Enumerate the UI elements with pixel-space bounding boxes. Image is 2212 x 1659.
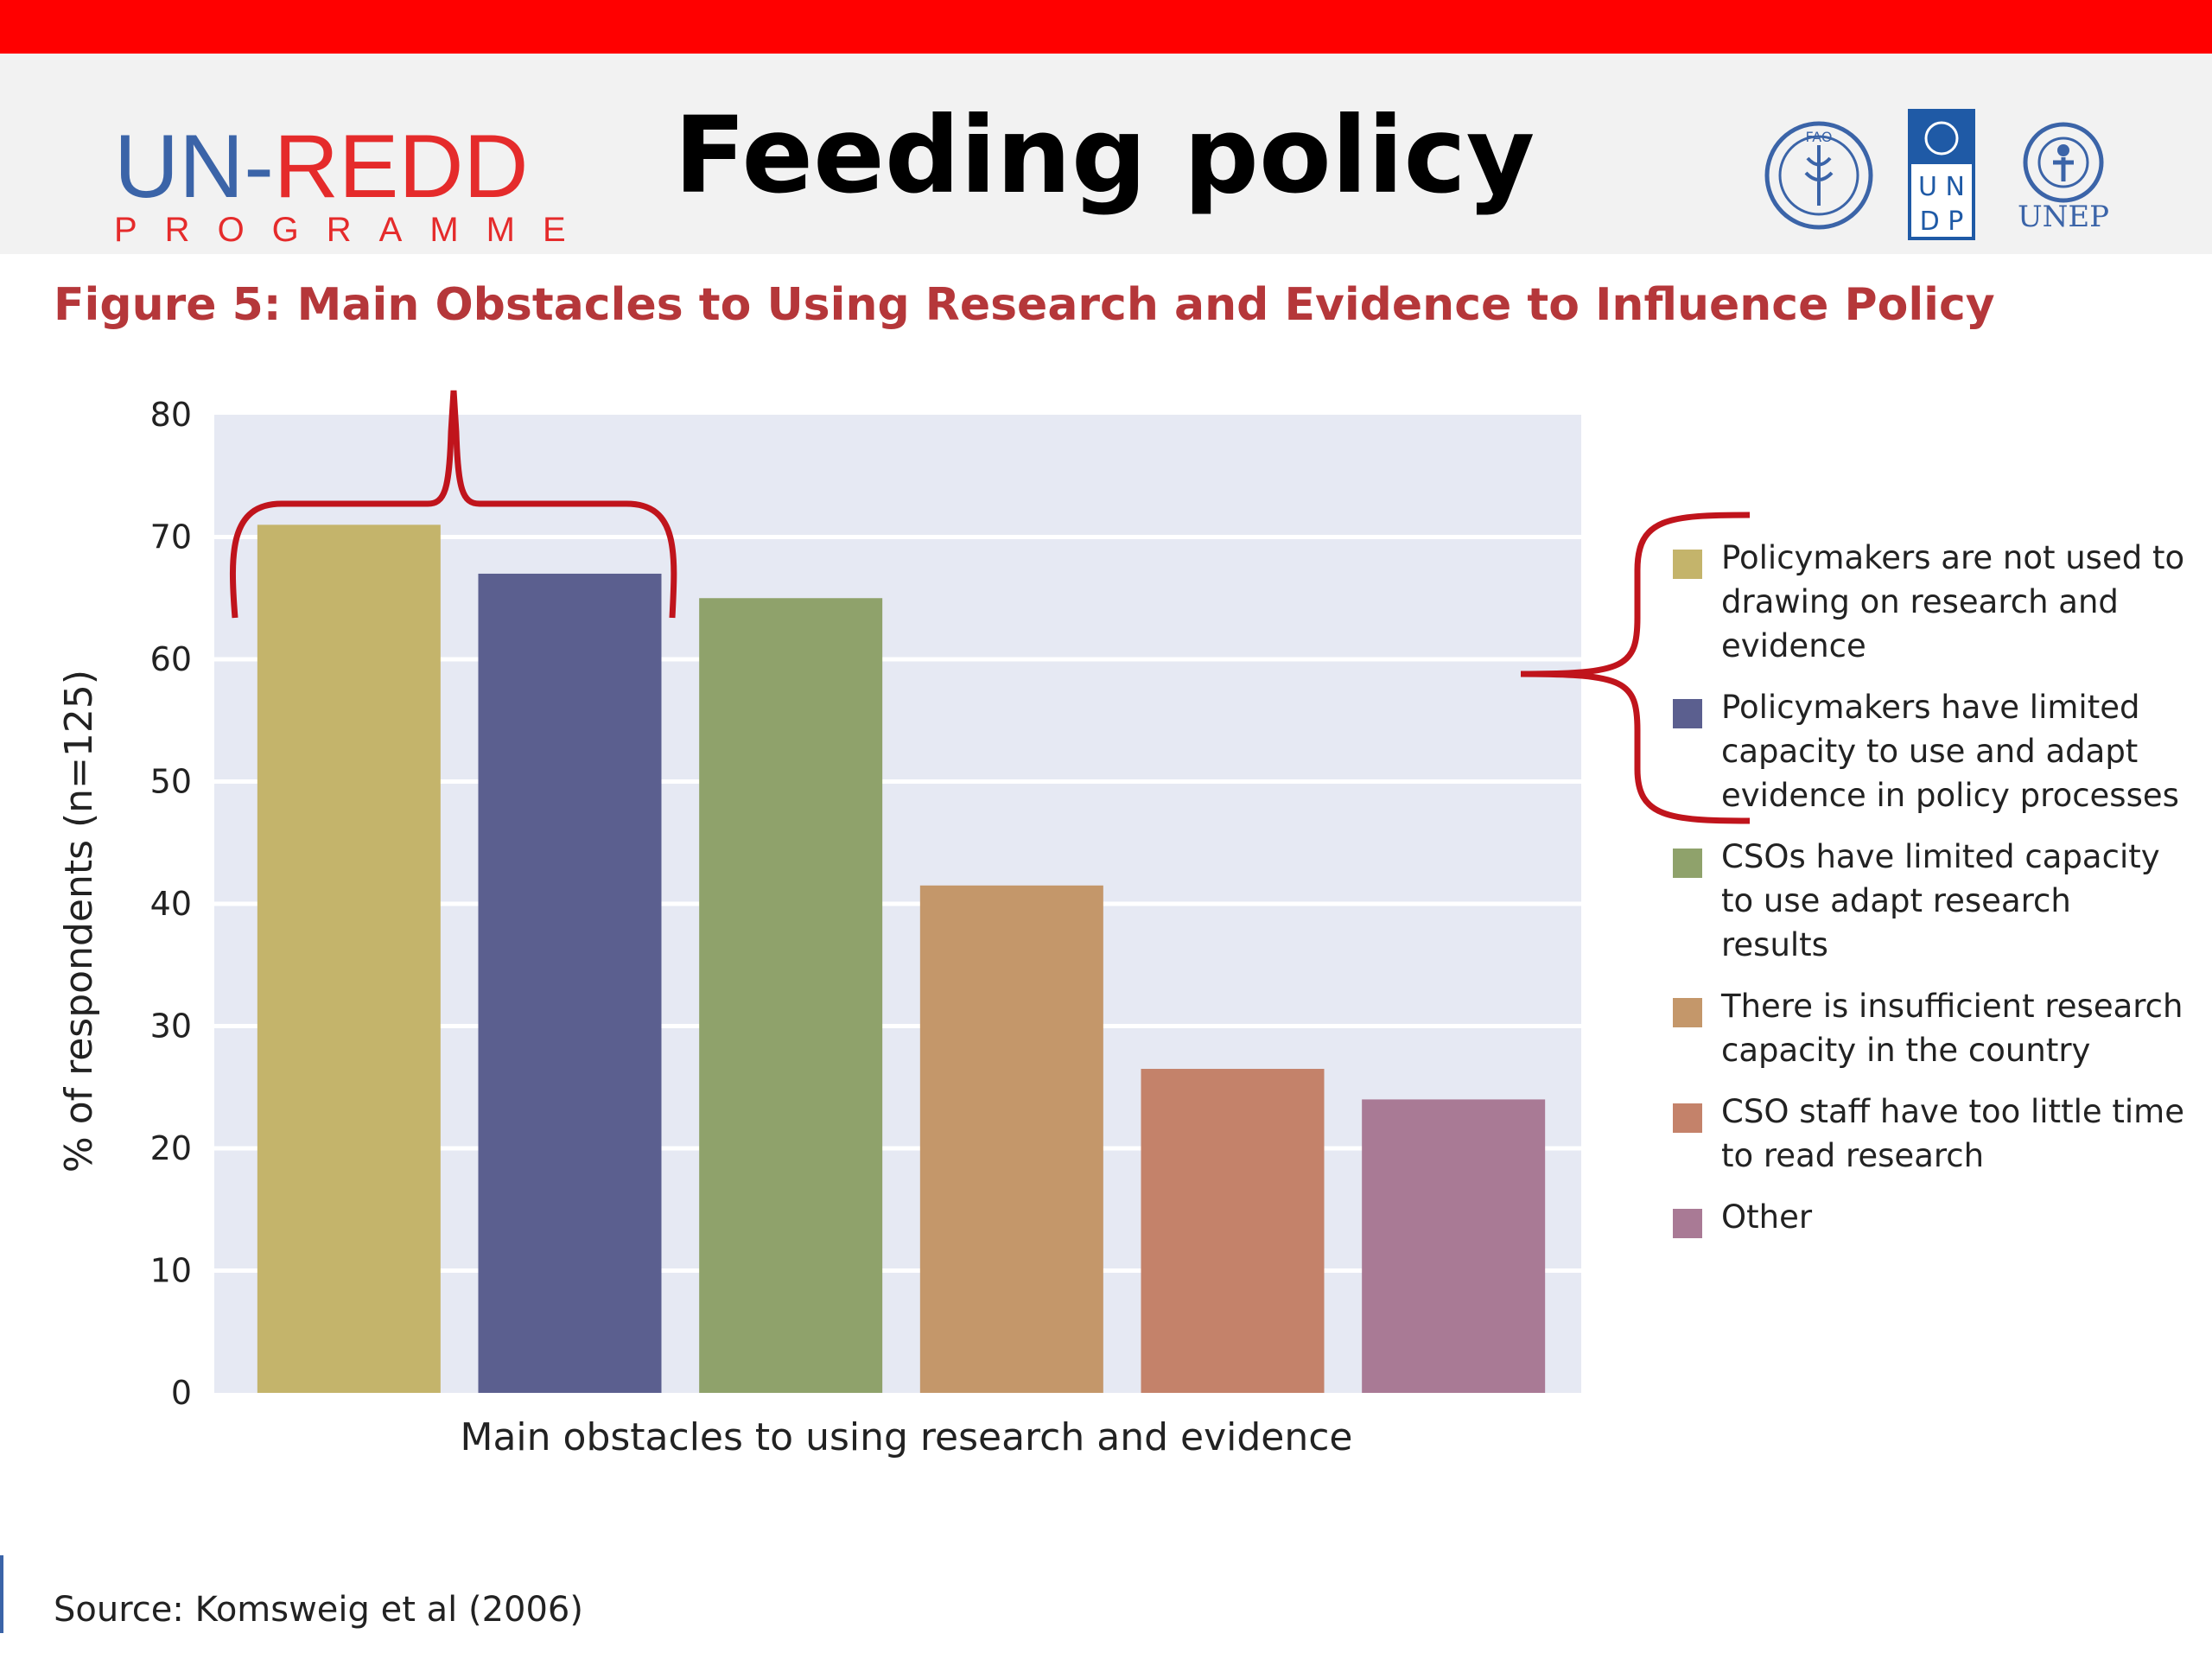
y-axis-label: % of respondents (n=125) xyxy=(57,670,101,1173)
y-tick-label: 80 xyxy=(150,396,192,434)
y-tick-label: 70 xyxy=(150,518,192,556)
legend-label: CSOs have limited capacity to use adapt … xyxy=(1721,838,2160,963)
top-accent-bar xyxy=(0,0,2212,54)
bar-6 xyxy=(1362,1099,1546,1393)
y-tick-label: 10 xyxy=(150,1252,192,1290)
annotation-bracket-top xyxy=(230,390,677,619)
legend-item-4: There is insufficient research capacity … xyxy=(1668,984,2186,1072)
y-tick-label: 50 xyxy=(150,763,192,801)
legend-swatch xyxy=(1673,1209,1702,1238)
un-redd-logo: UN-REDD PROGRAMME xyxy=(114,119,594,257)
undp-logo-text-2: D P xyxy=(1920,207,1964,237)
y-tick-labels: 0 10 20 30 40 50 60 70 80 xyxy=(150,396,192,1412)
bars xyxy=(257,524,1546,1393)
legend-swatch xyxy=(1673,849,1702,878)
legend-swatch xyxy=(1673,699,1702,728)
undp-logo-text-1: U N xyxy=(1918,172,1965,202)
fao-logo-icon: FAO xyxy=(1764,121,1873,230)
legend-label: Policymakers are not used to drawing on … xyxy=(1721,539,2185,664)
legend-swatch xyxy=(1673,550,1702,579)
brand-un-text: UN- xyxy=(114,117,274,217)
legend-label: CSO staff have too little time to read r… xyxy=(1721,1093,2184,1174)
legend-label: There is insufficient research capacity … xyxy=(1721,988,2183,1069)
legend-swatch xyxy=(1673,998,1702,1027)
bar-2 xyxy=(478,573,662,1393)
bar-1 xyxy=(257,524,441,1393)
y-tick-label: 60 xyxy=(150,640,192,678)
bar-4 xyxy=(919,885,1103,1393)
legend-item-1: Policymakers are not used to drawing on … xyxy=(1668,536,2186,668)
y-tick-label: 40 xyxy=(150,885,192,923)
legend-swatch xyxy=(1673,1103,1702,1133)
y-tick-label: 0 xyxy=(171,1374,192,1412)
y-tick-label: 30 xyxy=(150,1007,192,1046)
source-citation: Source: Komsweig et al (2006) xyxy=(54,1590,583,1630)
y-tick-label: 20 xyxy=(150,1129,192,1167)
figure-title: Figure 5: Main Obstacles to Using Resear… xyxy=(54,279,1995,331)
annotation-bracket-legend xyxy=(1520,512,1751,824)
brand-main: UN-REDD xyxy=(114,119,563,214)
undp-logo-icon: U N D P xyxy=(1908,109,1975,240)
slide-title: Feeding policy xyxy=(674,94,1535,217)
chart-legend: Policymakers are not used to drawing on … xyxy=(1668,536,2186,1256)
bar-3 xyxy=(699,598,883,1393)
brand-programme-text: PROGRAMME xyxy=(114,211,594,249)
left-edge-marker xyxy=(0,1555,3,1633)
x-axis-label: Main obstacles to using research and evi… xyxy=(461,1415,1353,1459)
unep-logo-text: UNEP xyxy=(2018,200,2109,232)
legend-item-5: CSO staff have too little time to read r… xyxy=(1668,1090,2186,1178)
bar-5 xyxy=(1141,1069,1325,1393)
legend-item-2: Policymakers have limited capacity to us… xyxy=(1668,685,2186,817)
fao-logo-text: FAO xyxy=(1806,129,1833,145)
grid-lines xyxy=(214,535,1581,1273)
legend-label: Policymakers have limited capacity to us… xyxy=(1721,689,2179,814)
brand-redd-text: REDD xyxy=(273,117,529,217)
legend-label: Other xyxy=(1721,1198,1813,1236)
legend-item-3: CSOs have limited capacity to use adapt … xyxy=(1668,835,2186,967)
unep-logo-icon: UNEP xyxy=(2018,122,2109,232)
legend-item-6: Other xyxy=(1668,1195,2186,1239)
